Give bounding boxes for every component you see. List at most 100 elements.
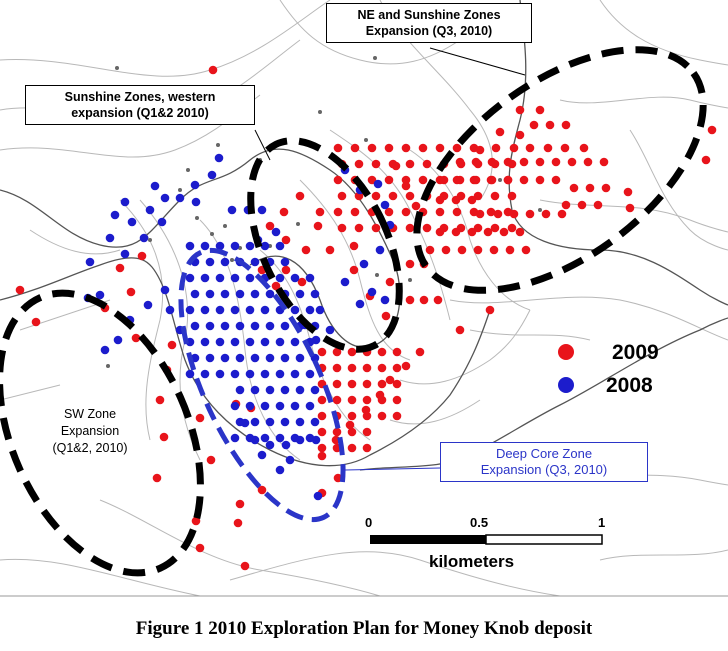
contour-line [449, 296, 728, 341]
drillhole-2009 [401, 207, 411, 217]
drillhole-2009 [333, 207, 343, 217]
drillhole-2009 [489, 245, 499, 255]
contour-line [119, 199, 164, 441]
drillhole-2009 [317, 411, 327, 421]
drillhole-2008 [215, 241, 225, 251]
road-line [0, 257, 491, 467]
drillhole-2009 [452, 143, 462, 153]
drillhole-2009 [483, 227, 493, 237]
drillhole-2008 [190, 180, 200, 190]
drillhole-2008 [220, 257, 230, 267]
drillhole-2009 [361, 405, 371, 415]
drillhole-2009 [422, 223, 432, 233]
callout-sunshine-western: Sunshine Zones, western expansion (Q1&2 … [25, 85, 255, 125]
road-line [508, 0, 728, 306]
drillhole-2009 [473, 245, 483, 255]
drillhole-2009 [521, 245, 531, 255]
callout-line: NE and Sunshine Zones [357, 8, 501, 22]
drillhole-2008 [245, 401, 255, 411]
drillhole-2008 [235, 385, 245, 395]
drillhole-2008 [200, 337, 210, 347]
drillhole-2008 [305, 305, 315, 315]
drillhole-2009 [195, 413, 205, 423]
drillhole-2008 [127, 217, 137, 227]
survey-mark [296, 222, 300, 226]
drillhole-2009 [583, 157, 593, 167]
drillhole-2009 [332, 427, 342, 437]
drillhole-2009 [541, 209, 551, 219]
drillhole-2009 [332, 363, 342, 373]
drillhole-2009 [354, 159, 364, 169]
drillhole-2009 [415, 347, 425, 357]
drillhole-2008 [313, 491, 323, 501]
drillhole-2008 [260, 433, 270, 443]
survey-mark [195, 216, 199, 220]
drillhole-2009 [347, 363, 357, 373]
drillhole-2009 [529, 120, 539, 130]
drillhole-2008 [305, 273, 315, 283]
drillhole-2008 [230, 369, 240, 379]
drillhole-2008 [250, 417, 260, 427]
zone-sw-outline [0, 289, 204, 577]
drillhole-2009 [337, 191, 347, 201]
drillhole-2009 [317, 395, 327, 405]
survey-mark [223, 224, 227, 228]
drillhole-2009 [349, 265, 359, 275]
drillhole-2009 [577, 200, 587, 210]
drillhole-2009 [347, 411, 357, 421]
drillhole-2009 [347, 427, 357, 437]
contour-line [0, 384, 61, 401]
drillhole-2008 [359, 259, 369, 269]
survey-mark [538, 208, 542, 212]
drillhole-2008 [310, 385, 320, 395]
drillhole-2009 [281, 265, 291, 275]
contour-line [229, 551, 561, 597]
drillhole-2008 [311, 335, 321, 345]
contour-line [29, 229, 121, 255]
drillhole-2009 [31, 317, 41, 327]
drillhole-2008 [185, 273, 195, 283]
drillhole-2008 [250, 257, 260, 267]
drillhole-2009 [491, 143, 501, 153]
drillhole-2008 [257, 450, 267, 460]
drillhole-2008 [290, 369, 300, 379]
drillhole-2008 [367, 287, 377, 297]
drillhole-2009 [195, 543, 205, 553]
survey-mark [216, 143, 220, 147]
drillhole-2009 [487, 175, 497, 185]
drillhole-2009 [333, 143, 343, 153]
drillhole-2008 [380, 295, 390, 305]
drillhole-2008 [290, 305, 300, 315]
legend-dot-2008 [558, 377, 574, 393]
drillhole-2008 [290, 273, 300, 283]
drillhole-2009 [297, 277, 307, 287]
drillhole-2009 [332, 347, 342, 357]
drillhole-2009 [325, 245, 335, 255]
drillhole-2008 [185, 369, 195, 379]
drillhole-2008 [275, 241, 285, 251]
callout-line: Expansion (Q3, 2010) [480, 462, 608, 477]
drillhole-2009 [385, 375, 395, 385]
drillhole-2009 [490, 191, 500, 201]
drillhole-2009 [401, 175, 411, 185]
drillhole-2008 [295, 289, 305, 299]
contour-line [0, 0, 331, 77]
drillhole-2009 [392, 379, 402, 389]
drillhole-2009 [515, 130, 525, 140]
drillhole-2008 [145, 205, 155, 215]
drillhole-2009 [507, 191, 517, 201]
drillhole-2008 [230, 305, 240, 315]
drillhole-2009 [519, 175, 529, 185]
drillhole-2009 [561, 120, 571, 130]
drillhole-2008 [214, 153, 224, 163]
drillhole-2008 [227, 205, 237, 215]
leader-line [254, 129, 271, 161]
drillhole-2009 [271, 281, 281, 291]
drillhole-2009 [405, 159, 415, 169]
drillhole-2009 [265, 221, 275, 231]
drillhole-2008 [325, 325, 335, 335]
leader-line [429, 47, 526, 76]
contour-line [299, 179, 411, 361]
drillhole-2008 [205, 289, 215, 299]
drillhole-2009 [362, 379, 372, 389]
